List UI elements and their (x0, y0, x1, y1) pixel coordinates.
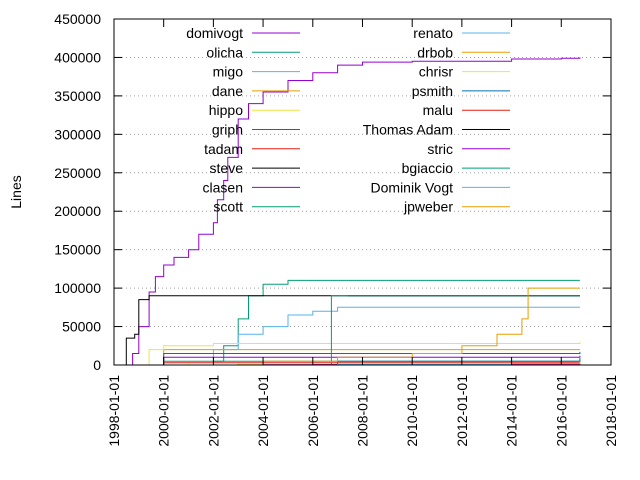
series-line-olicha (163, 279, 580, 366)
legend-label: griph (212, 122, 243, 138)
y-tick-label: 0 (93, 357, 101, 373)
legend-label: psmith (412, 83, 453, 99)
x-tick-label: 2006-01-01 (305, 375, 321, 447)
legend-label: olicha (206, 44, 243, 60)
series-line-bgiaccio (329, 295, 580, 366)
legend-label: drbob (417, 44, 453, 60)
grid-lines (114, 56, 611, 328)
legend: domivogt olicha migo dane hippo griph tadam ste… (186, 25, 510, 215)
y-tick-label: 200000 (54, 203, 101, 219)
y-tick-label: 150000 (54, 242, 101, 258)
legend-label: migo (213, 64, 244, 80)
x-tick-label: 2012-01-01 (454, 375, 470, 447)
x-tick-label: 2008-01-01 (354, 375, 370, 447)
series-line-migo (174, 306, 580, 366)
y-tick-label: 350000 (54, 88, 101, 104)
x-ticks: 1998-01-01 2000-01-01 2002-01-01 2004-01-01… (106, 19, 619, 447)
legend-label: Dominik Vogt (371, 179, 454, 195)
legend-label: renato (413, 25, 453, 41)
x-tick-label: 2016-01-01 (553, 375, 569, 447)
series-line-domivogt (128, 57, 581, 366)
series-line-jpweber (248, 287, 580, 366)
legend-label: malu (423, 102, 453, 118)
legend-label: stric (427, 141, 453, 157)
legend-label: bgiaccio (402, 160, 454, 176)
legend-label: domivogt (186, 25, 243, 41)
legend-label: dane (212, 83, 243, 99)
y-tick-label: 250000 (54, 165, 101, 181)
x-tick-label: 2010-01-01 (404, 375, 420, 447)
x-tick-label: 2004-01-01 (255, 375, 271, 447)
series-lines (124, 57, 581, 366)
x-tick-label: 1998-01-01 (106, 375, 122, 447)
legend-label: tadam (204, 141, 243, 157)
x-tick-label: 2018-01-01 (603, 375, 619, 447)
x-tick-label: 2014-01-01 (504, 375, 520, 447)
x-tick-label: 2002-01-01 (205, 375, 221, 447)
y-tick-label: 100000 (54, 280, 101, 296)
legend-label: chrisr (419, 64, 454, 80)
legend-label: hippo (209, 102, 243, 118)
y-tick-label: 400000 (54, 49, 101, 65)
series-line-hippo (132, 341, 581, 366)
y-ticks: 0 50000 100000 150000 200000 250000 300000 3500… (54, 11, 611, 373)
plot-frame (113, 18, 612, 366)
y-tick-label: 300000 (54, 126, 101, 142)
series-line-steve (124, 295, 580, 366)
legend-label: scott (213, 199, 243, 215)
legend-label: Thomas Adam (363, 122, 453, 138)
y-tick-label: 50000 (62, 319, 101, 335)
x-tick-label: 2000-01-01 (156, 375, 172, 447)
y-axis-title: Lines (8, 175, 24, 208)
legend-label: clasen (203, 179, 243, 195)
legend-label: jpweber (403, 199, 453, 215)
legend-label: steve (210, 160, 244, 176)
y-tick-label: 450000 (54, 11, 101, 27)
